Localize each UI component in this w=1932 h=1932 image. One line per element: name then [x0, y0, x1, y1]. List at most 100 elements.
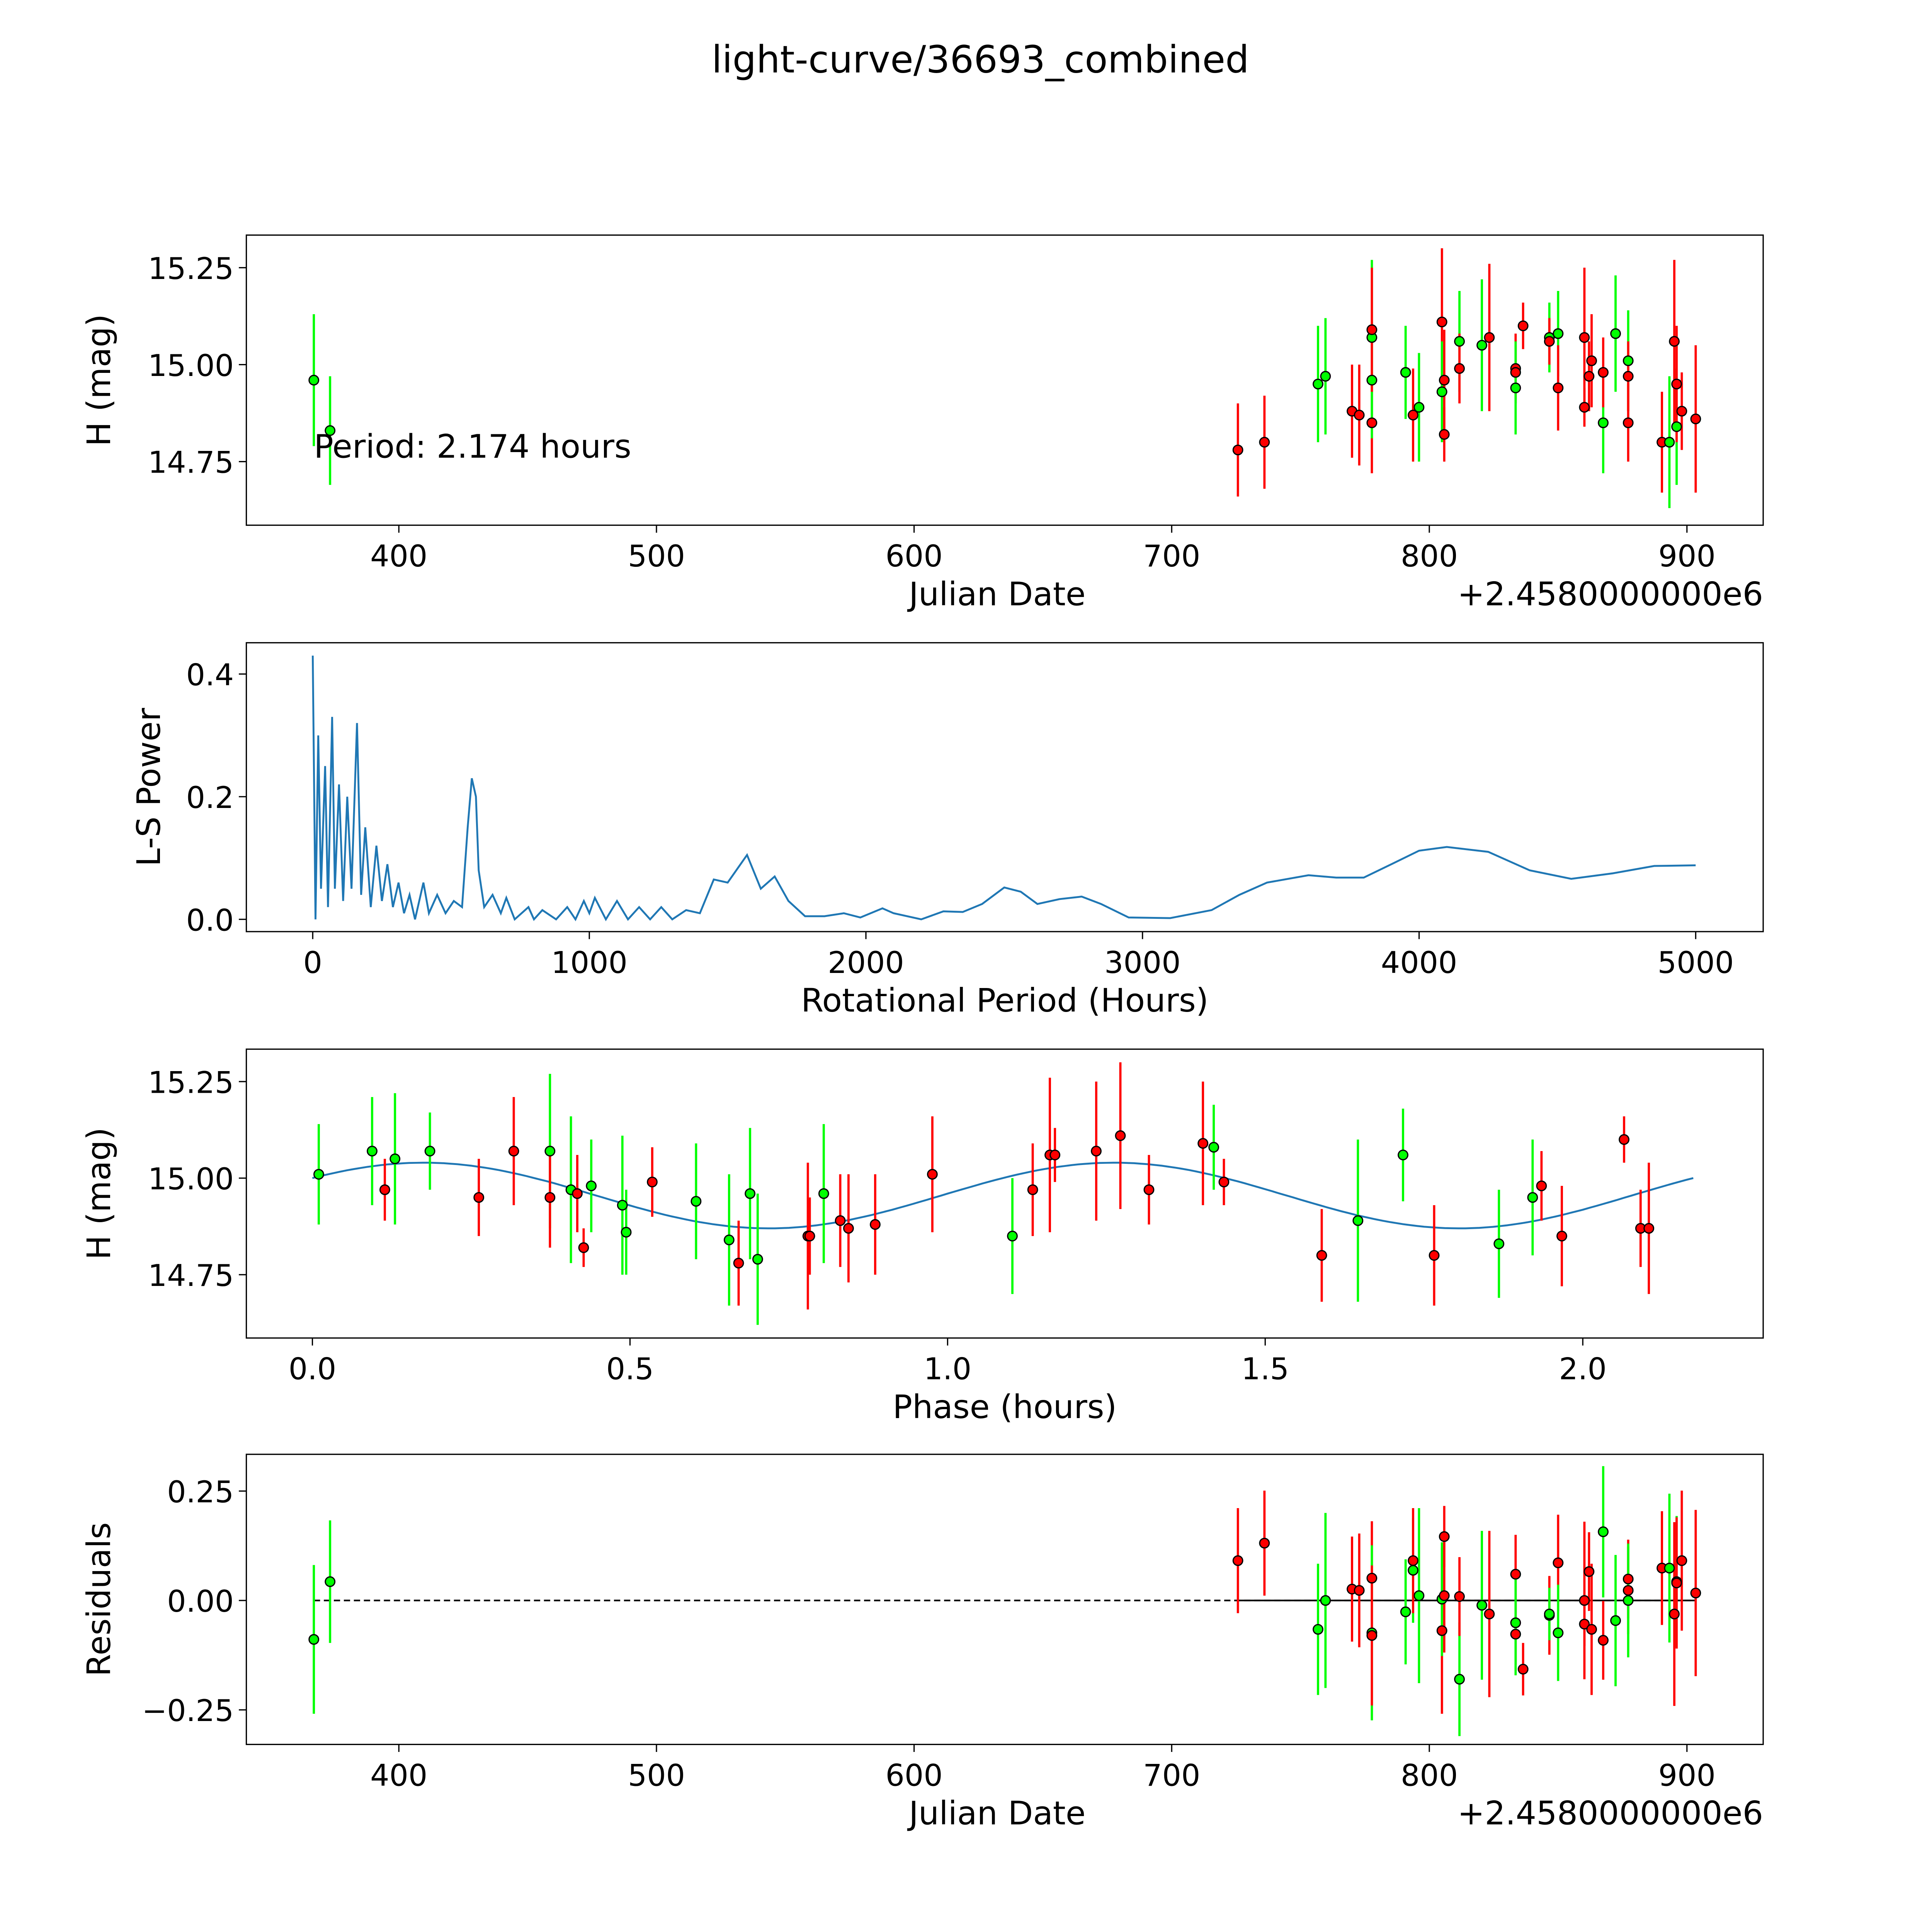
data-point	[804, 1231, 815, 1242]
y-tick-label: 14.75	[148, 1259, 234, 1293]
data-point	[1669, 1609, 1680, 1620]
y-tick-label: −0.25	[142, 1694, 234, 1728]
data-point	[752, 1253, 763, 1265]
data-point	[1676, 406, 1687, 417]
data-point	[389, 1153, 401, 1164]
data-point	[1517, 1663, 1529, 1675]
x-axis-label: Julian Date	[907, 1794, 1086, 1832]
x-tick-label: 2000	[828, 946, 904, 980]
data-point	[1643, 1223, 1655, 1234]
data-point	[1476, 340, 1487, 351]
x-axis-label: Julian Date	[907, 575, 1086, 613]
data-point	[1610, 328, 1621, 339]
data-point	[1115, 1130, 1126, 1141]
data-point	[578, 1242, 589, 1253]
data-point	[1232, 1555, 1243, 1566]
data-point	[1510, 367, 1521, 378]
data-point	[325, 425, 336, 436]
y-axis-label: Residuals	[80, 1522, 118, 1677]
data-point	[1143, 1184, 1155, 1195]
data-point	[544, 1146, 556, 1156]
data-point	[367, 1146, 378, 1156]
data-point	[1259, 437, 1270, 448]
data-point	[870, 1219, 881, 1230]
data-point	[1622, 355, 1634, 366]
data-point	[1510, 1617, 1521, 1628]
data-point	[621, 1227, 632, 1238]
y-tick-label: 0.25	[167, 1475, 234, 1510]
data-point	[1218, 1177, 1230, 1187]
x-tick-label: 2.0	[1559, 1352, 1606, 1387]
y-tick-label: 15.00	[148, 1162, 234, 1197]
sine-fit-line	[312, 1162, 1694, 1230]
periodogram-line	[311, 655, 1696, 922]
data-point	[1354, 1585, 1365, 1596]
data-point	[1579, 1619, 1590, 1630]
y-tick-label: 0.00	[167, 1584, 234, 1619]
data-point	[1619, 1134, 1630, 1145]
data-point	[1622, 1573, 1634, 1585]
data-point	[1579, 1595, 1590, 1606]
x-tick-label: 0	[303, 946, 322, 980]
data-point	[1400, 367, 1411, 378]
axes-frame	[245, 1048, 1764, 1339]
phased-curve-panel: 0.0 0.5 1.0 1.5 2.0 14.75 15.00 15.25 Phase (hou…	[80, 1048, 1764, 1426]
data-point	[1197, 1138, 1209, 1149]
x-tick-label: 800	[1401, 539, 1458, 574]
data-point	[1510, 1629, 1521, 1640]
data-point	[818, 1188, 829, 1199]
data-point	[1476, 1600, 1487, 1611]
data-point	[1354, 410, 1365, 421]
data-point	[1536, 1180, 1547, 1191]
x-tick-label: 0.5	[606, 1352, 654, 1387]
x-axis-label: Rotational Period (Hours)	[801, 981, 1209, 1019]
x-tick-label: 4000	[1381, 946, 1458, 980]
data-point	[1676, 1555, 1687, 1566]
data-point	[1510, 382, 1521, 393]
data-point	[1586, 1624, 1597, 1635]
data-point	[1527, 1192, 1538, 1203]
data-point	[1690, 1587, 1701, 1599]
data-point	[586, 1180, 597, 1191]
data-point	[1579, 402, 1590, 413]
data-point	[927, 1169, 938, 1180]
data-point	[379, 1184, 390, 1195]
data-point	[843, 1223, 854, 1234]
data-point	[1484, 332, 1495, 343]
data-point	[1579, 332, 1590, 343]
data-point	[1316, 1250, 1327, 1261]
x-tick-label: 900	[1658, 539, 1716, 574]
x-axis-label: Phase (hours)	[893, 1388, 1117, 1426]
y-axis-label: H (mag)	[80, 1128, 118, 1260]
data-point	[1598, 367, 1609, 378]
data-point	[1413, 402, 1425, 413]
plot-area	[312, 1062, 1694, 1325]
residuals-panel: 400 500 600 700 800 900 −0.25 0.00 0.25 Julian Da…	[80, 1454, 1764, 1832]
data-point	[1366, 417, 1378, 429]
data-point	[1366, 374, 1378, 386]
x-tick-label: 5000	[1658, 946, 1734, 980]
data-point	[745, 1188, 756, 1199]
data-point	[1320, 1595, 1331, 1606]
y-tick-label: 0.4	[186, 658, 234, 693]
y-tick-label: 15.25	[148, 1065, 234, 1100]
data-point	[1622, 1595, 1634, 1606]
data-point	[1493, 1238, 1505, 1249]
data-point	[1398, 1150, 1408, 1160]
data-point	[1091, 1146, 1102, 1156]
data-point	[1669, 336, 1680, 347]
x-tick-label: 700	[1143, 539, 1200, 574]
y-tick-label: 0.0	[186, 903, 234, 938]
data-point	[1454, 363, 1465, 374]
data-point	[1439, 429, 1450, 440]
data-point	[1690, 413, 1701, 425]
data-point	[473, 1192, 485, 1203]
data-point	[1408, 410, 1418, 421]
data-point	[1517, 320, 1529, 332]
data-point	[1436, 1625, 1447, 1636]
data-point	[617, 1200, 628, 1211]
data-point	[1556, 1231, 1567, 1242]
data-point	[1366, 324, 1378, 335]
data-point	[1366, 1630, 1378, 1641]
